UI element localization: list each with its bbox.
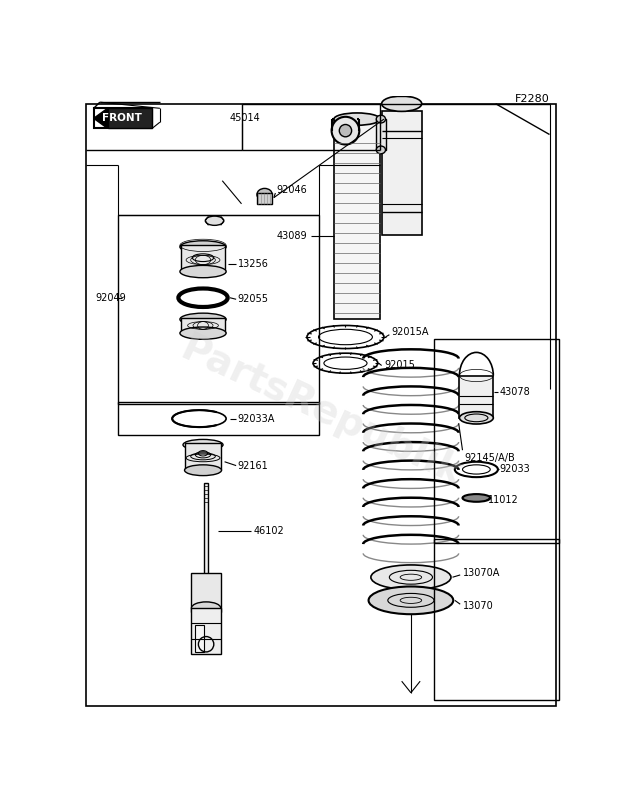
Ellipse shape: [180, 266, 226, 278]
Text: 92033: 92033: [500, 465, 530, 474]
Bar: [334, 119, 380, 319]
Bar: [118, 215, 319, 404]
Text: 45014: 45014: [230, 113, 260, 122]
Text: 92049: 92049: [95, 293, 126, 302]
Ellipse shape: [393, 76, 410, 88]
Ellipse shape: [185, 465, 222, 476]
Bar: [382, 111, 422, 234]
Bar: [185, 443, 222, 470]
Ellipse shape: [376, 115, 386, 123]
Bar: [434, 338, 559, 542]
Text: 13256: 13256: [238, 259, 269, 269]
Bar: [94, 108, 152, 128]
Text: 43089: 43089: [276, 231, 307, 241]
Bar: [195, 625, 204, 652]
Text: 92161: 92161: [238, 461, 269, 470]
Text: F2280: F2280: [515, 94, 550, 104]
Ellipse shape: [459, 412, 493, 424]
Text: 13070: 13070: [463, 601, 493, 610]
Ellipse shape: [180, 313, 226, 326]
Bar: [393, 82, 410, 96]
Bar: [118, 402, 319, 435]
Ellipse shape: [257, 188, 272, 201]
Text: 92015A: 92015A: [392, 327, 429, 338]
Ellipse shape: [334, 113, 380, 126]
Text: FRONT: FRONT: [102, 114, 142, 123]
Text: 13070A: 13070A: [463, 568, 500, 578]
Bar: [204, 482, 208, 578]
Bar: [459, 375, 493, 418]
Polygon shape: [94, 108, 108, 128]
Text: 46102: 46102: [253, 526, 284, 536]
Ellipse shape: [192, 602, 221, 614]
Bar: [182, 318, 225, 333]
Ellipse shape: [339, 125, 352, 137]
Ellipse shape: [332, 117, 359, 145]
Ellipse shape: [369, 586, 453, 614]
Ellipse shape: [376, 146, 386, 154]
Text: 92033A: 92033A: [238, 414, 275, 424]
Bar: [182, 246, 225, 271]
Bar: [434, 538, 559, 701]
Text: PartsRepublik: PartsRepublik: [174, 330, 468, 494]
Ellipse shape: [382, 96, 422, 111]
Text: 43078: 43078: [500, 387, 530, 398]
Ellipse shape: [183, 439, 223, 450]
Text: 92046: 92046: [276, 185, 307, 195]
Ellipse shape: [180, 241, 226, 253]
Ellipse shape: [205, 216, 224, 226]
Text: 92145/A/B: 92145/A/B: [465, 453, 516, 463]
Bar: [376, 119, 386, 150]
Bar: [192, 574, 221, 612]
Ellipse shape: [371, 565, 451, 590]
Bar: [108, 108, 152, 128]
Bar: [192, 608, 221, 654]
Bar: [257, 193, 272, 204]
Text: 92015: 92015: [384, 361, 415, 370]
Text: 11012: 11012: [488, 495, 519, 506]
Ellipse shape: [463, 494, 490, 502]
Ellipse shape: [180, 327, 226, 339]
Text: 92055: 92055: [238, 294, 269, 304]
